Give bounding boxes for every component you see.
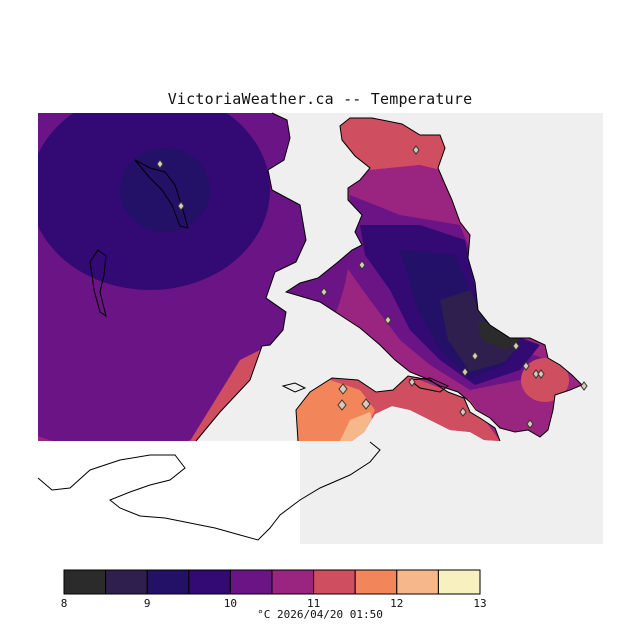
station-marker [412, 145, 420, 155]
legend-bin [146, 569, 190, 595]
station-marker [156, 159, 164, 169]
legend-tick-label: 8 [61, 597, 68, 610]
legend-bin [63, 569, 107, 595]
map-title: VictoriaWeather.ca -- Temperature [167, 90, 473, 108]
legend-bins [63, 569, 481, 595]
legend-bin [396, 569, 439, 595]
legend-tick-label: 12 [390, 597, 403, 610]
unit-label: °C [257, 608, 271, 621]
legend-bin [188, 569, 231, 595]
station-marker [338, 383, 348, 395]
station-marker [522, 361, 530, 371]
unmodeled-land [38, 441, 300, 544]
legend-bin [313, 569, 356, 595]
station-marker [526, 419, 534, 429]
legend-tick-label: 10 [224, 597, 237, 610]
legend-caption: °C 2026/04/20 01:50 [0, 608, 640, 621]
station-marker [177, 201, 185, 211]
station-marker [384, 315, 392, 325]
station-marker [471, 351, 479, 361]
station-marker [459, 407, 467, 417]
legend-bin [105, 569, 148, 595]
legend-tick-label: 9 [144, 597, 151, 610]
legend-tick-label: 13 [473, 597, 486, 610]
legend-bin [354, 569, 398, 595]
station-markers [156, 145, 588, 429]
station-marker [461, 367, 469, 377]
legend-ticks: 8 9 10 11 12 13 [61, 597, 487, 610]
legend-bin [437, 569, 481, 595]
station-marker [320, 287, 328, 297]
station-marker [408, 377, 416, 387]
station-marker [580, 381, 588, 391]
station-marker [358, 260, 366, 270]
station-marker [532, 369, 540, 379]
timestamp: 2026/04/20 01:50 [276, 608, 383, 621]
legend-tick-label: 11 [307, 597, 320, 610]
legend-bin [229, 569, 273, 595]
legend-bin [271, 569, 315, 595]
coastlines [37, 112, 583, 541]
station-marker [512, 341, 520, 351]
station-marker [337, 399, 347, 411]
station-marker [361, 398, 371, 410]
station-marker [537, 369, 545, 379]
